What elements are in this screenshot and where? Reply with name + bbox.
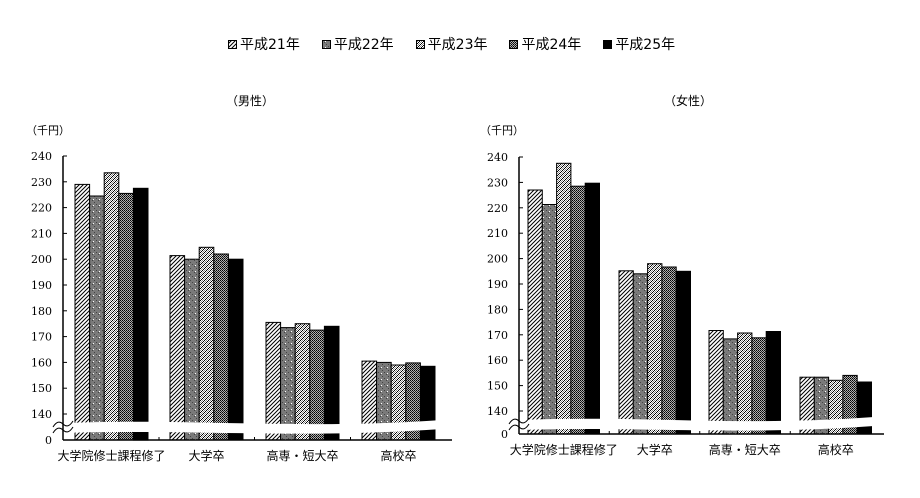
bar	[169, 255, 186, 441]
unit-label-female: （千円）	[480, 124, 524, 137]
legend-item-h23: 平成23年	[415, 34, 488, 54]
category-label: 高専・短大卒	[709, 442, 781, 457]
category-label: 高専・短大卒	[266, 448, 338, 463]
legend-label: 平成24年	[521, 37, 582, 53]
y-tick-label: 160	[31, 356, 52, 369]
bar	[227, 258, 244, 441]
panel-title-male: （男性）	[226, 94, 275, 108]
category-label: 大学卒	[188, 448, 224, 463]
bar	[541, 204, 558, 435]
bar	[618, 270, 634, 435]
y-tick-label: 140	[31, 408, 52, 421]
y-tick-label: 210	[487, 227, 508, 240]
unit-label-male: （千円）	[26, 124, 70, 137]
category-label: 大学卒	[637, 442, 673, 457]
bar	[722, 338, 739, 435]
plot-male: 0 140 150 160 170 180 190 200 210 220 230 240 大学院修士課…	[31, 150, 452, 463]
bar	[675, 270, 692, 435]
bar	[118, 192, 134, 441]
bar	[74, 183, 91, 441]
bar	[708, 330, 724, 435]
plot-female: 0 140 150 160 170 180 190 200 210 220 230 240 大学院修士課…	[487, 151, 884, 457]
y-tick-label: 180	[31, 305, 52, 318]
legend-swatch-lightcheck-icon	[415, 39, 425, 49]
y-tick-label: 0	[501, 428, 508, 441]
bar	[280, 327, 296, 441]
legend-swatch-hatch-icon	[228, 39, 237, 49]
y-tick-label: 230	[487, 176, 508, 189]
legend-swatch-graydots-icon	[321, 39, 331, 49]
y-tick-label: 190	[31, 279, 52, 292]
legend-swatch-solid-icon	[603, 39, 613, 49]
bar	[570, 185, 586, 435]
y-tick-label: 150	[31, 382, 52, 395]
bar	[527, 189, 543, 435]
y-tick-label: 210	[31, 227, 52, 240]
bar	[323, 325, 340, 441]
y-tick-label: 160	[487, 354, 508, 367]
category-label: 大学院修士課程修了	[510, 442, 618, 457]
y-tick-label: 200	[487, 253, 508, 266]
bar	[737, 332, 753, 435]
y-tick-label: 220	[487, 202, 508, 215]
axis-break-band	[521, 417, 874, 431]
y-tick-label: 220	[31, 202, 52, 215]
bar	[309, 329, 325, 441]
y-tick-label: 230	[31, 176, 52, 189]
bar	[89, 195, 105, 441]
legend-item-h22: 平成22年	[321, 34, 394, 54]
legend-item-h21: 平成21年	[228, 34, 300, 54]
axis-break-band	[65, 420, 442, 434]
bar	[184, 258, 200, 441]
panel-title-female: （女性）	[664, 94, 713, 108]
category-label: 高校卒	[818, 442, 854, 457]
y-tick-label: 240	[31, 150, 52, 163]
bar	[765, 331, 782, 435]
legend-label: 平成23年	[427, 37, 488, 53]
legend-item-h24: 平成24年	[509, 34, 581, 54]
category-label: 大学院修士課程修了	[57, 448, 165, 463]
bar	[647, 263, 663, 435]
y-tick-label: 150	[487, 380, 508, 393]
legend: 平成21年 平成22年 平成23年 平成24年 平成25年	[228, 34, 675, 54]
category-label: 高校卒	[380, 448, 416, 463]
legend-item-h25: 平成25年	[603, 34, 675, 54]
bar	[556, 162, 572, 435]
y-tick-label: 190	[487, 278, 508, 291]
bar	[661, 266, 677, 435]
y-tick-label: 200	[31, 253, 52, 266]
legend-label: 平成21年	[240, 37, 300, 53]
y-tick-label: 140	[487, 405, 508, 418]
legend-swatch-darkcheck-icon	[509, 39, 519, 49]
bar	[132, 187, 149, 441]
bar	[265, 321, 282, 441]
y-tick-label: 170	[487, 329, 508, 342]
bar	[213, 253, 229, 441]
y-tick-label: 240	[487, 151, 508, 164]
bar	[103, 172, 120, 441]
bar	[584, 182, 601, 435]
legend-label: 平成25年	[615, 37, 676, 53]
axis-break-icon	[52, 420, 74, 434]
bar	[751, 337, 767, 435]
y-tick-label: 0	[45, 434, 52, 447]
bar	[198, 246, 215, 441]
bar	[294, 323, 311, 441]
legend-label: 平成22年	[333, 37, 394, 53]
y-tick-label: 180	[487, 303, 508, 316]
axis-break-icon	[508, 417, 530, 431]
bar	[632, 273, 649, 435]
y-tick-label: 170	[31, 331, 52, 344]
